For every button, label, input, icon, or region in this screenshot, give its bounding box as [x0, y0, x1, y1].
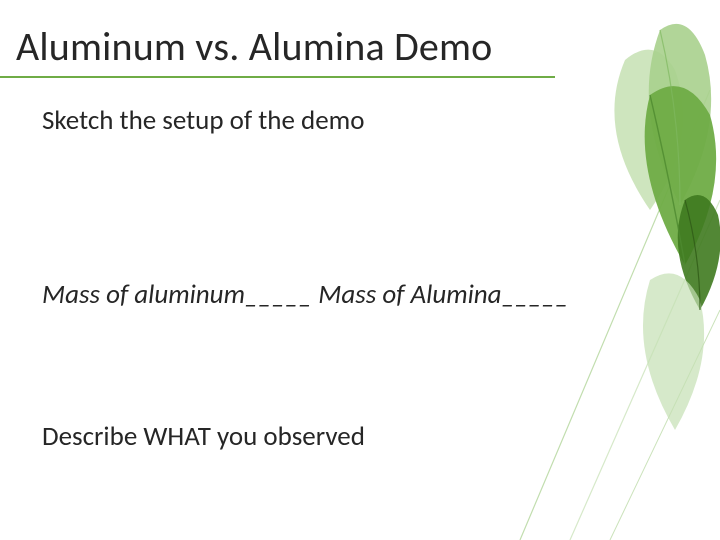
slide-title: Aluminum vs. Alumina Demo [16, 22, 492, 71]
title-underline [0, 76, 555, 78]
prompt-sketch: Sketch the setup of the demo [42, 104, 364, 137]
prompt-mass: Mass of aluminum_____ Mass of Alumina___… [42, 278, 569, 311]
prompt-observe: Describe WHAT you observed [42, 420, 365, 453]
slide: Aluminum vs. Alumina Demo Sketch the set… [0, 0, 720, 540]
leaf-decoration [500, 0, 720, 540]
